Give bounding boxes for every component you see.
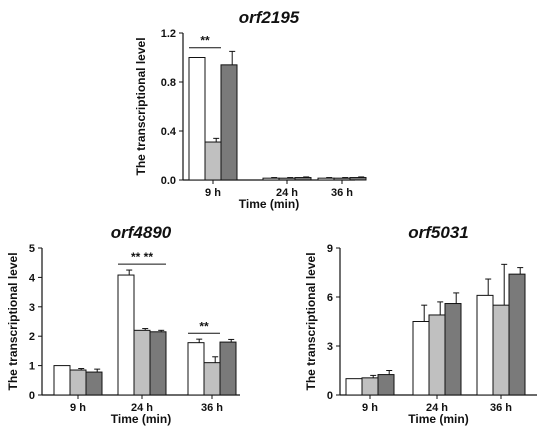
panel-2-bar	[117, 274, 135, 396]
panel-2-bar	[219, 341, 237, 396]
panel-3-y-tick-label: 9	[327, 243, 333, 255]
panel-1-bar	[188, 57, 206, 181]
panel-3-bar	[412, 321, 430, 396]
panel-3-bar	[492, 304, 510, 396]
panel-3-x-tick-label: 36 h	[490, 402, 512, 414]
panel-1-bar	[317, 177, 335, 181]
panel-2-bar	[85, 371, 103, 396]
panel-3-y-tick-label: 6	[327, 292, 333, 304]
panel-2-bar	[187, 342, 205, 396]
panel-3-y-label: The transcriptional level	[304, 252, 318, 390]
panel-3-bar	[377, 374, 395, 396]
panel-2-bar	[149, 331, 167, 396]
panel-2-y-tick-label: 2	[29, 331, 35, 343]
panel-2-bar	[69, 369, 87, 396]
panel-1-y-tick-label: 0.4	[161, 126, 177, 138]
panel-3-y-tick-label: 0	[327, 390, 333, 402]
panel-3-bar	[428, 314, 446, 396]
panel-2-significance-label: **	[199, 319, 209, 333]
panel-1-bar	[294, 177, 312, 181]
panel-1-bar	[204, 141, 222, 181]
panel-3-x-tick-label: 24 h	[426, 402, 448, 414]
panel-2-significance-label: ** **	[131, 250, 153, 264]
panel-3-bar	[345, 378, 363, 396]
panel-3-bar	[361, 377, 379, 396]
panel-2-x-label: Time (min)	[111, 412, 171, 426]
panel-1-title: orf2195	[239, 8, 300, 27]
panel-1-bar	[220, 64, 238, 181]
panel-3-title: orf5031	[408, 223, 468, 242]
panel-3-x-tick-label: 9 h	[362, 402, 378, 414]
panel-1-y-label: The transcriptional level	[134, 37, 148, 175]
panel-1-x-tick-label: 9 h	[205, 187, 221, 199]
panel-2-y-tick-label: 0	[29, 390, 35, 402]
panel-1-x-tick-label: 24 h	[276, 187, 298, 199]
panel-3-bar	[444, 303, 462, 396]
panel-1-bar	[349, 177, 367, 181]
panel-3-y-tick-label: 3	[327, 341, 333, 353]
panel-2-x-tick-label: 9 h	[70, 402, 86, 414]
panel-1-x-tick-label: 36 h	[331, 187, 353, 199]
panel-2-y-tick-label: 3	[29, 302, 35, 314]
panel-1-y-tick-label: 0.8	[161, 77, 176, 89]
panel-2-y-tick-label: 5	[29, 243, 35, 255]
panel-3-bar	[476, 294, 494, 396]
panel-1-y-tick-label: 1.2	[161, 28, 176, 40]
panel-1-bar	[333, 177, 351, 181]
panel-2-bar	[53, 365, 71, 396]
panel-2-y-tick-label: 4	[29, 272, 36, 284]
panel-1-bar	[278, 177, 296, 181]
panel-1-y-tick-label: 0.0	[161, 175, 176, 187]
panel-2-title: orf4890	[111, 223, 172, 242]
panel-2-y-label: The transcriptional level	[6, 252, 20, 390]
panel-2-bar	[133, 329, 151, 396]
panel-3-bar	[508, 273, 526, 396]
panel-2-bar	[203, 362, 221, 396]
panel-1-significance-label: **	[200, 34, 210, 48]
panel-2-x-tick-label: 36 h	[201, 402, 223, 414]
panel-3-x-label: Time (min)	[408, 412, 468, 426]
panel-2-x-tick-label: 24 h	[131, 402, 153, 414]
panel-1-bar	[262, 177, 280, 181]
panel-1-x-label: Time (min)	[239, 197, 299, 211]
panel-2-y-tick-label: 1	[29, 361, 35, 373]
